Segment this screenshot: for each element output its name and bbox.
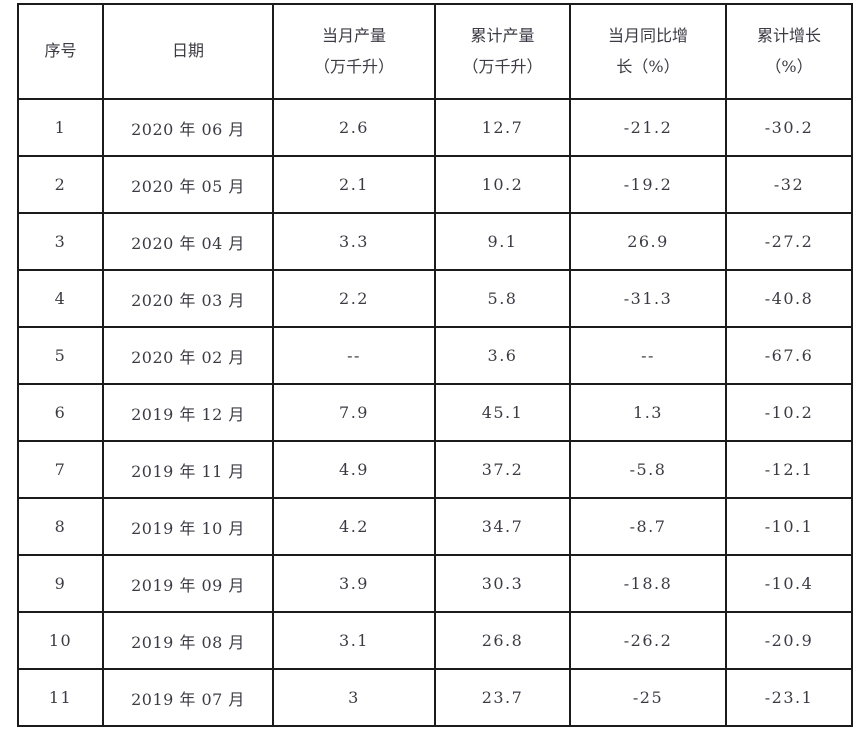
cell-yoy-growth: -31.3	[569, 269, 727, 328]
cell-yoy-growth: -18.8	[569, 554, 727, 613]
cell-monthly-production: 2.1	[272, 155, 436, 214]
cell-date: 2020 年 05 月	[102, 155, 274, 214]
header-line: 日期	[171, 41, 204, 61]
cell-cumulative-growth: -32	[725, 155, 853, 214]
cell-cumulative-production: 10.2	[434, 155, 571, 214]
table-header-row: 序号 日期 当月产量 （万千升） 累计产量 （万千升） 当月同比增 长（	[17, 3, 853, 100]
cell-serial: 10	[17, 611, 104, 670]
cell-yoy-growth: -26.2	[569, 611, 727, 670]
cell-date: 2020 年 03 月	[102, 269, 274, 328]
header-line: 序号	[44, 41, 77, 61]
cell-yoy-growth: -5.8	[569, 440, 727, 499]
cell-yoy-growth: -25	[569, 668, 727, 727]
cell-serial: 3	[17, 212, 104, 271]
cell-date: 2020 年 06 月	[102, 98, 274, 157]
table-row: 5 2020 年 02 月 -- 3.6 -- -67.6	[17, 326, 853, 385]
cell-cumulative-production: 23.7	[434, 668, 571, 727]
cell-monthly-production: 2.6	[272, 98, 436, 157]
cell-cumulative-production: 37.2	[434, 440, 571, 499]
header-line: 累计增长	[756, 26, 821, 46]
column-header-monthly-production: 当月产量 （万千升）	[272, 3, 436, 100]
column-header-serial: 序号	[17, 3, 104, 100]
header-line: 当月产量	[321, 26, 386, 46]
cell-date: 2019 年 10 月	[102, 497, 274, 556]
header-line: （万千升）	[462, 56, 543, 76]
table-row: 2 2020 年 05 月 2.1 10.2 -19.2 -32	[17, 155, 853, 214]
cell-monthly-production: --	[272, 326, 436, 385]
cell-cumulative-production: 9.1	[434, 212, 571, 271]
header-line: （%）	[765, 56, 813, 76]
cell-serial: 5	[17, 326, 104, 385]
production-data-table: 序号 日期 当月产量 （万千升） 累计产量 （万千升） 当月同比增 长（	[17, 3, 853, 727]
cell-yoy-growth: -19.2	[569, 155, 727, 214]
cell-yoy-growth: --	[569, 326, 727, 385]
cell-monthly-production: 4.2	[272, 497, 436, 556]
cell-cumulative-production: 34.7	[434, 497, 571, 556]
cell-monthly-production: 3.3	[272, 212, 436, 271]
cell-monthly-production: 4.9	[272, 440, 436, 499]
table-row: 1 2020 年 06 月 2.6 12.7 -21.2 -30.2	[17, 98, 853, 157]
cell-serial: 2	[17, 155, 104, 214]
cell-cumulative-growth: -10.2	[725, 383, 853, 442]
cell-yoy-growth: -21.2	[569, 98, 727, 157]
cell-cumulative-growth: -67.6	[725, 326, 853, 385]
cell-cumulative-growth: -27.2	[725, 212, 853, 271]
cell-serial: 4	[17, 269, 104, 328]
header-line: 当月同比增	[607, 26, 688, 46]
table-row: 8 2019 年 10 月 4.2 34.7 -8.7 -10.1	[17, 497, 853, 556]
table-row: 4 2020 年 03 月 2.2 5.8 -31.3 -40.8	[17, 269, 853, 328]
cell-monthly-production: 3.1	[272, 611, 436, 670]
cell-serial: 9	[17, 554, 104, 613]
cell-cumulative-production: 3.6	[434, 326, 571, 385]
table-row: 11 2019 年 07 月 3 23.7 -25 -23.1	[17, 668, 853, 727]
table-row: 6 2019 年 12 月 7.9 45.1 1.3 -10.2	[17, 383, 853, 442]
cell-cumulative-production: 45.1	[434, 383, 571, 442]
column-header-cumulative-growth: 累计增长 （%）	[725, 3, 853, 100]
cell-monthly-production: 7.9	[272, 383, 436, 442]
cell-date: 2019 年 12 月	[102, 383, 274, 442]
header-line: （万千升）	[313, 56, 394, 76]
cell-serial: 8	[17, 497, 104, 556]
cell-date: 2019 年 08 月	[102, 611, 274, 670]
table-row: 3 2020 年 04 月 3.3 9.1 26.9 -27.2	[17, 212, 853, 271]
cell-cumulative-production: 5.8	[434, 269, 571, 328]
column-header-cumulative-production: 累计产量 （万千升）	[434, 3, 571, 100]
cell-cumulative-growth: -12.1	[725, 440, 853, 499]
cell-cumulative-growth: -10.1	[725, 497, 853, 556]
cell-cumulative-growth: -30.2	[725, 98, 853, 157]
cell-monthly-production: 2.2	[272, 269, 436, 328]
cell-cumulative-growth: -20.9	[725, 611, 853, 670]
column-header-yoy-growth: 当月同比增 长（%）	[569, 3, 727, 100]
cell-yoy-growth: 26.9	[569, 212, 727, 271]
cell-cumulative-growth: -10.4	[725, 554, 853, 613]
table-body: 序号 日期 当月产量 （万千升） 累计产量 （万千升） 当月同比增 长（	[17, 3, 853, 727]
header-line: 累计产量	[470, 26, 535, 46]
column-header-date: 日期	[102, 3, 274, 100]
cell-serial: 11	[17, 668, 104, 727]
cell-cumulative-production: 26.8	[434, 611, 571, 670]
header-line: 长（%）	[616, 56, 680, 76]
cell-monthly-production: 3.9	[272, 554, 436, 613]
cell-serial: 1	[17, 98, 104, 157]
cell-serial: 7	[17, 440, 104, 499]
cell-cumulative-production: 12.7	[434, 98, 571, 157]
table-row: 7 2019 年 11 月 4.9 37.2 -5.8 -12.1	[17, 440, 853, 499]
cell-cumulative-growth: -23.1	[725, 668, 853, 727]
cell-yoy-growth: 1.3	[569, 383, 727, 442]
cell-date: 2019 年 09 月	[102, 554, 274, 613]
cell-cumulative-growth: -40.8	[725, 269, 853, 328]
table-row: 9 2019 年 09 月 3.9 30.3 -18.8 -10.4	[17, 554, 853, 613]
table-row: 10 2019 年 08 月 3.1 26.8 -26.2 -20.9	[17, 611, 853, 670]
cell-date: 2020 年 02 月	[102, 326, 274, 385]
cell-monthly-production: 3	[272, 668, 436, 727]
cell-date: 2019 年 07 月	[102, 668, 274, 727]
cell-date: 2019 年 11 月	[102, 440, 274, 499]
cell-yoy-growth: -8.7	[569, 497, 727, 556]
cell-serial: 6	[17, 383, 104, 442]
cell-date: 2020 年 04 月	[102, 212, 274, 271]
cell-cumulative-production: 30.3	[434, 554, 571, 613]
